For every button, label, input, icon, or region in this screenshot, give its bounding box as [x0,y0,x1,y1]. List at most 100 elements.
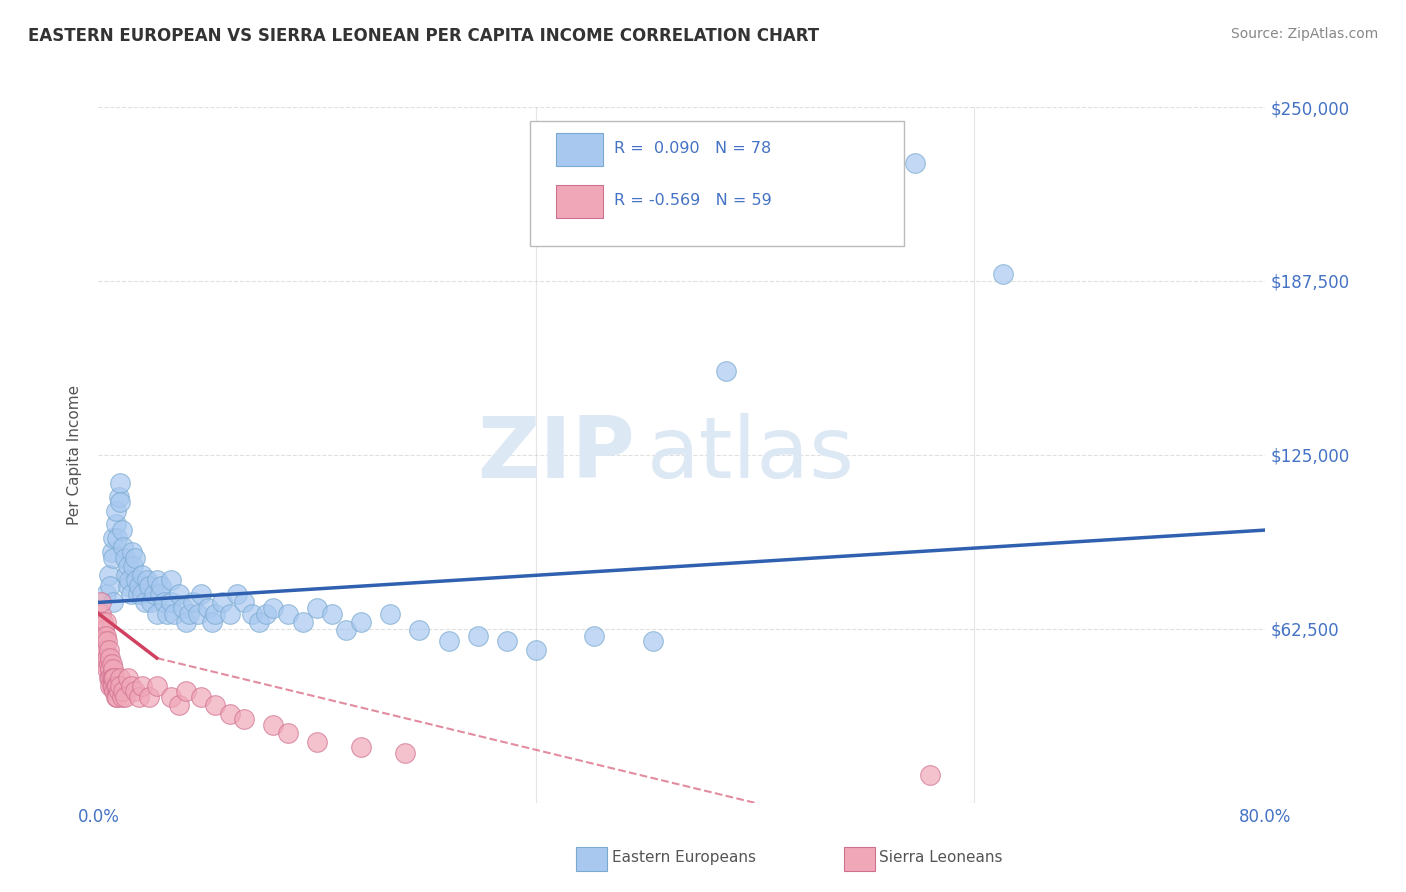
Point [105,532,128,546]
Point [149,587,172,601]
Point [146,573,169,587]
Point [437,634,460,648]
Point [98,679,121,693]
Point [101,532,124,546]
Point [91,615,114,629]
Point [307,734,329,748]
Point [124,684,146,698]
Point [153,595,176,609]
Point [110,475,132,490]
Point [524,642,547,657]
Point [118,573,141,587]
Point [378,607,402,621]
Point [262,718,284,732]
Point [111,523,134,537]
Point [96,651,118,665]
Point [120,679,142,693]
Point [204,698,226,713]
Point [138,579,160,593]
Point [262,601,284,615]
Point [160,573,183,587]
Text: Sierra Leoneans: Sierra Leoneans [879,850,1002,864]
Point [177,607,200,621]
Point [181,595,204,609]
Point [146,607,169,621]
Point [125,573,148,587]
FancyBboxPatch shape [530,121,904,246]
FancyBboxPatch shape [555,133,603,166]
Point [100,545,122,559]
Point [98,662,121,676]
Point [104,503,127,517]
Point [97,567,120,582]
Point [226,587,249,601]
Point [233,712,256,726]
Text: Eastern Europeans: Eastern Europeans [612,850,755,864]
Point [128,690,150,704]
Text: ZIP: ZIP [478,413,636,497]
Point [190,690,212,704]
Point [96,634,118,648]
Point [495,634,517,648]
Point [254,607,277,621]
Point [394,746,416,760]
Text: R = -0.569   N = 59: R = -0.569 N = 59 [614,194,772,209]
Point [110,671,132,685]
Point [105,690,128,704]
Point [90,595,112,609]
Point [94,642,117,657]
Point [98,671,121,685]
Point [134,595,156,609]
Y-axis label: Per Capita Income: Per Capita Income [67,384,83,525]
Point [204,607,226,621]
Point [131,587,153,601]
Point [98,651,121,665]
Point [218,706,240,721]
Point [112,684,135,698]
Point [150,579,173,593]
Text: R =  0.090   N = 78: R = 0.090 N = 78 [614,141,772,156]
Point [135,573,157,587]
Point [218,607,240,621]
Point [121,545,143,559]
Point [240,607,263,621]
Point [904,155,927,169]
Point [114,690,136,704]
Point [321,607,343,621]
Point [187,607,209,621]
Point [138,690,160,704]
Point [124,550,146,565]
Point [408,624,430,638]
Point [101,595,124,609]
Point [350,615,373,629]
Point [350,740,373,755]
Point [335,624,357,638]
Point [114,550,136,565]
Point [98,579,121,593]
Point [94,615,117,629]
Point [96,662,118,676]
Point [104,679,127,693]
Point [174,684,197,698]
Point [93,642,115,657]
Point [291,615,314,629]
Point [101,550,124,565]
Point [111,690,134,704]
Point [277,607,299,621]
Text: Source: ZipAtlas.com: Source: ZipAtlas.com [1230,27,1378,41]
Point [167,698,190,713]
Point [115,567,138,582]
Point [583,629,606,643]
Point [641,634,664,648]
Point [139,595,162,609]
Point [100,657,122,671]
Point [160,690,183,704]
Point [233,595,256,609]
Point [117,671,139,685]
Point [201,615,224,629]
Point [101,662,124,676]
Point [110,679,132,693]
Point [156,607,179,621]
Point [100,679,122,693]
Point [211,595,233,609]
